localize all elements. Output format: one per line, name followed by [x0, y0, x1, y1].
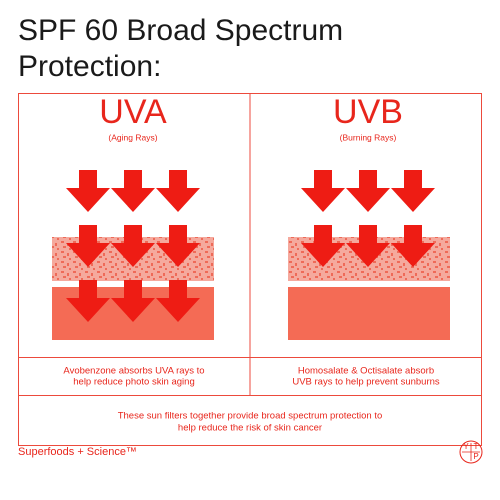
uvb-illustration [288, 170, 450, 340]
title-line: Protection: [18, 50, 161, 83]
panel-heading: UVB [333, 93, 403, 131]
logo-letter: Y [463, 442, 469, 451]
footer-brand: Superfoods + Science™ [18, 446, 137, 458]
panel-description: help reduce photo skin aging [73, 377, 194, 388]
ray-arrow [156, 170, 200, 212]
logo-ring [459, 440, 483, 464]
panel-heading: UVA [99, 93, 167, 131]
uva-illustration [52, 170, 214, 340]
logo-letter: T [474, 442, 479, 451]
logo: Y T P [459, 440, 483, 464]
ray-arrow [346, 170, 390, 212]
panel-description: UVB rays to help prevent sunburns [292, 377, 440, 388]
ray-arrow [66, 170, 110, 212]
ray-arrow [391, 170, 435, 212]
panel-description: Homosalate & Octisalate absorb [298, 366, 434, 377]
summary: help reduce the risk of skin cancer [178, 423, 322, 434]
logo-letter: P [473, 452, 478, 461]
summary: These sun filters together provide broad… [118, 411, 383, 422]
ray-arrow [111, 170, 155, 212]
title-line: SPF 60 Broad Spectrum [18, 14, 343, 47]
panel-description: Avobenzone absorbs UVA rays to [63, 366, 204, 377]
panel-subheading: (Burning Rays) [340, 132, 397, 142]
skin-layer-inner [288, 287, 450, 340]
ray-arrow [301, 170, 345, 212]
panel-subheading: (Aging Rays) [108, 132, 157, 142]
